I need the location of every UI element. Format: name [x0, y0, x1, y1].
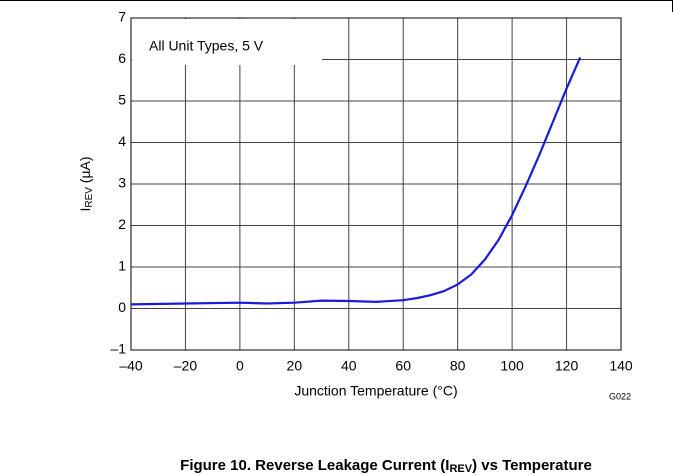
y-tick-label: –1 — [110, 341, 126, 357]
y-label-after: (µA) — [77, 156, 93, 187]
plot-border — [130, 17, 622, 351]
chart-title: Figure 10. Reverse Leakage Current (IREV… — [180, 457, 592, 475]
x-tick-label: 140 — [609, 358, 633, 374]
y-axis-label: IREV (µA) — [77, 156, 95, 211]
x-axis-label: Junction Temperature (°C) — [294, 383, 457, 399]
x-tick-label: 120 — [555, 358, 579, 374]
x-tick-label: 0 — [236, 358, 244, 374]
y-tick-label: 4 — [118, 133, 126, 149]
y-label-main: I — [77, 208, 93, 212]
y-tick-label: 2 — [118, 216, 126, 232]
title-before: Figure 10. Reverse Leakage Current (I — [180, 457, 449, 474]
x-tick-label: –20 — [174, 358, 198, 374]
y-tick-label: 0 — [118, 299, 126, 315]
x-tick-label: 100 — [500, 358, 524, 374]
figure-code: G022 — [609, 391, 631, 401]
y-tick-label: 1 — [118, 258, 126, 274]
plot: All Unit Types, 5 V — [130, 17, 622, 351]
annotation: All Unit Types, 5 V — [149, 38, 264, 54]
y-tick-label: 5 — [118, 92, 126, 108]
y-tick-label: 7 — [118, 9, 126, 25]
title-sub: REV — [449, 463, 472, 475]
title-after: ) vs Temperature — [472, 457, 592, 474]
annotation-box — [132, 19, 322, 65]
line-series — [130, 56, 582, 306]
x-tick-label: –40 — [119, 358, 143, 374]
y-tick-label: 3 — [118, 175, 126, 191]
x-tick-label: 40 — [341, 358, 357, 374]
y-label-sub: REV — [84, 187, 95, 208]
x-tick-label: 60 — [395, 358, 411, 374]
grid — [130, 17, 622, 351]
x-tick-label: 80 — [450, 358, 466, 374]
x-tick-label: 20 — [287, 358, 303, 374]
y-tick-label: 6 — [118, 50, 126, 66]
